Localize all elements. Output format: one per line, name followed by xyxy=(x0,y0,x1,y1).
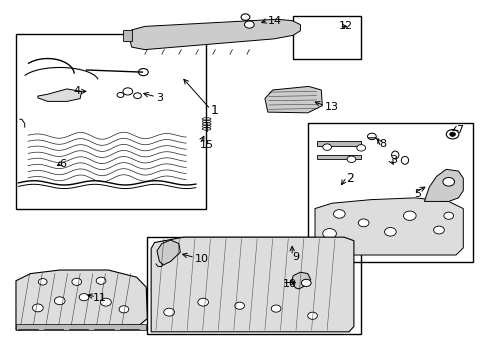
Circle shape xyxy=(101,298,111,306)
Text: 3: 3 xyxy=(389,156,397,165)
Text: 3: 3 xyxy=(156,93,163,103)
Circle shape xyxy=(333,210,345,218)
Circle shape xyxy=(307,312,317,319)
Text: 10: 10 xyxy=(282,279,296,289)
Polygon shape xyxy=(38,89,81,102)
Bar xyxy=(16,33,205,208)
Circle shape xyxy=(72,278,81,285)
Circle shape xyxy=(403,211,415,220)
Polygon shape xyxy=(424,169,462,202)
Circle shape xyxy=(322,229,336,239)
Polygon shape xyxy=(128,19,300,50)
Text: 2: 2 xyxy=(346,172,354,185)
Text: 8: 8 xyxy=(379,139,386,149)
Circle shape xyxy=(138,68,148,76)
Polygon shape xyxy=(16,270,147,330)
Bar xyxy=(122,30,131,41)
Text: 1: 1 xyxy=(210,104,218,117)
Circle shape xyxy=(32,304,43,312)
Circle shape xyxy=(356,145,365,151)
Ellipse shape xyxy=(401,157,408,164)
Polygon shape xyxy=(157,240,180,265)
Bar xyxy=(317,155,361,158)
Bar xyxy=(317,141,361,146)
Bar xyxy=(16,324,146,330)
Text: 9: 9 xyxy=(291,252,299,262)
Text: 14: 14 xyxy=(267,16,282,26)
Text: 13: 13 xyxy=(324,102,338,112)
Circle shape xyxy=(198,298,208,306)
Circle shape xyxy=(122,88,132,95)
Circle shape xyxy=(244,21,254,28)
Polygon shape xyxy=(291,272,310,289)
Circle shape xyxy=(384,228,395,236)
Circle shape xyxy=(433,226,444,234)
Text: 12: 12 xyxy=(339,21,353,31)
Polygon shape xyxy=(151,237,353,332)
Circle shape xyxy=(442,177,454,186)
Circle shape xyxy=(119,306,128,313)
Text: 11: 11 xyxy=(93,293,106,303)
Circle shape xyxy=(443,212,453,219)
Bar xyxy=(307,123,472,262)
Bar xyxy=(292,16,361,59)
Text: 7: 7 xyxy=(455,125,462,135)
Circle shape xyxy=(358,219,368,227)
Text: 15: 15 xyxy=(200,140,213,150)
Text: 5: 5 xyxy=(413,189,420,199)
Circle shape xyxy=(117,93,123,98)
Circle shape xyxy=(271,305,281,312)
Circle shape xyxy=(241,14,249,20)
Text: 4: 4 xyxy=(73,86,81,96)
Bar xyxy=(147,237,361,334)
Text: 10: 10 xyxy=(195,253,208,264)
Circle shape xyxy=(54,297,65,305)
Circle shape xyxy=(163,308,174,316)
Circle shape xyxy=(133,93,141,99)
Polygon shape xyxy=(314,198,462,255)
Ellipse shape xyxy=(391,151,398,159)
Circle shape xyxy=(301,279,310,287)
Circle shape xyxy=(449,132,455,136)
Circle shape xyxy=(79,294,89,301)
Text: 6: 6 xyxy=(59,159,65,169)
Circle shape xyxy=(96,277,106,284)
Polygon shape xyxy=(264,86,322,113)
Circle shape xyxy=(38,279,47,285)
Circle shape xyxy=(322,144,331,150)
Circle shape xyxy=(446,130,458,139)
Circle shape xyxy=(234,302,244,309)
Circle shape xyxy=(346,156,355,162)
